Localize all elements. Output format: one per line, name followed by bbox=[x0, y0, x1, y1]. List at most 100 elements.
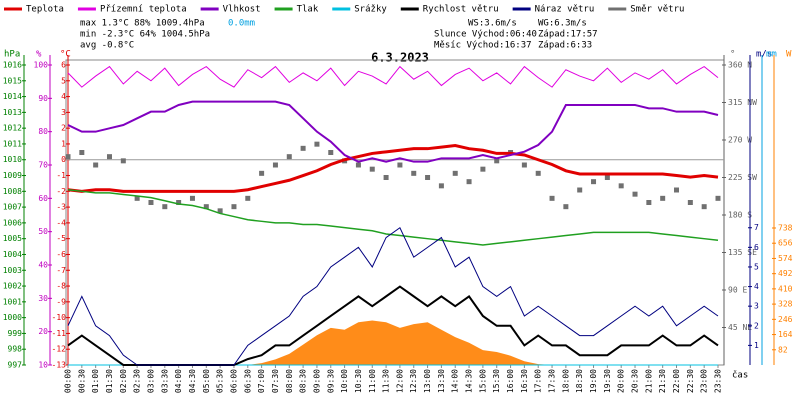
tick-label: 1002 bbox=[3, 282, 22, 291]
tick-label: 4 bbox=[61, 92, 66, 101]
tick-label: 180 S bbox=[728, 211, 752, 220]
axis-label: °C bbox=[60, 50, 71, 60]
x-tick-label: 21:00 bbox=[644, 369, 653, 393]
direction-mark bbox=[604, 175, 610, 180]
x-tick-label: 18:30 bbox=[575, 369, 584, 393]
x-tick-label: 17:00 bbox=[534, 369, 543, 393]
tick-label: -13 bbox=[52, 361, 67, 370]
x-tick-label: 16:00 bbox=[506, 369, 515, 393]
stat: 0.0mm bbox=[228, 19, 255, 29]
x-tick-label: 02:00 bbox=[119, 369, 128, 393]
series-line bbox=[67, 226, 719, 366]
stat: WS:3.6m/s bbox=[468, 19, 517, 29]
stat: min -2.3°C 64% 1004.5hPa bbox=[80, 30, 210, 40]
tick-label: 410 bbox=[778, 284, 793, 293]
x-tick-label: 03:00 bbox=[146, 369, 155, 393]
direction-mark bbox=[549, 195, 555, 201]
x-tick-label: 09:30 bbox=[326, 369, 335, 393]
direction-mark bbox=[646, 200, 652, 205]
x-tick-label: 23:00 bbox=[700, 369, 709, 393]
direction-mark bbox=[176, 200, 182, 205]
series-line bbox=[67, 188, 719, 246]
chart-title: 6.3.2023 bbox=[371, 51, 429, 65]
tick-label: 656 bbox=[778, 239, 793, 248]
legend-label: Srážky bbox=[354, 5, 387, 15]
x-tick-label: 13:30 bbox=[437, 369, 446, 393]
direction-mark bbox=[369, 166, 375, 172]
tick-label: -5 bbox=[56, 234, 66, 243]
direction-mark bbox=[162, 204, 168, 210]
tick-label: 1016 bbox=[3, 61, 22, 70]
x-tick-label: 11:30 bbox=[382, 369, 391, 393]
legend-label: Náraz větru bbox=[535, 5, 595, 15]
tick-label: 50 bbox=[38, 227, 48, 236]
x-tick-label: 22:30 bbox=[686, 369, 695, 393]
tick-label: 6 bbox=[61, 61, 66, 70]
x-tick-label: 16:30 bbox=[520, 369, 529, 393]
tick-label: 164 bbox=[778, 330, 793, 339]
stat: Slunce Východ:06:40 bbox=[434, 30, 537, 40]
x-tick-label: 09:00 bbox=[312, 369, 321, 393]
direction-mark bbox=[189, 195, 195, 201]
axis-label: ° bbox=[730, 50, 735, 60]
direction-mark bbox=[106, 154, 112, 160]
series-line bbox=[67, 65, 719, 88]
direction-mark bbox=[466, 179, 472, 185]
direction-mark bbox=[272, 162, 278, 168]
direction-mark bbox=[577, 187, 583, 193]
direction-mark bbox=[660, 195, 666, 201]
tick-label: 1014 bbox=[3, 92, 22, 101]
tick-label: 45 NE bbox=[728, 323, 752, 332]
x-tick-label: 06:30 bbox=[243, 369, 252, 393]
tick-label: 70 bbox=[38, 161, 48, 170]
legend-label: Tlak bbox=[297, 5, 319, 15]
direction-mark bbox=[438, 183, 444, 189]
tick-label: -4 bbox=[56, 218, 66, 227]
tick-label: 90 bbox=[38, 94, 48, 103]
x-tick-label: 15:30 bbox=[492, 369, 501, 393]
direction-mark bbox=[314, 141, 320, 147]
x-tick-label: 15:00 bbox=[478, 369, 487, 393]
x-tick-label: 13:00 bbox=[423, 369, 432, 393]
direction-mark bbox=[715, 195, 721, 201]
tick-label: -8 bbox=[56, 282, 66, 291]
x-tick-label: 14:00 bbox=[451, 369, 460, 393]
axis-label: % bbox=[36, 50, 42, 60]
tick-label: 82 bbox=[778, 345, 788, 354]
tick-label: 1010 bbox=[3, 155, 22, 164]
x-tick-label: 04:00 bbox=[174, 369, 183, 393]
x-tick-label: 07:30 bbox=[271, 369, 280, 393]
tick-label: 1000 bbox=[3, 313, 22, 322]
tick-label: -10 bbox=[52, 313, 67, 322]
tick-label: 1013 bbox=[3, 108, 22, 117]
axis-label: mm bbox=[766, 50, 777, 60]
tick-label: 1003 bbox=[3, 266, 22, 275]
x-tick-label: 17:30 bbox=[548, 369, 557, 393]
x-tick-label: 00:30 bbox=[77, 369, 86, 393]
tick-label: 999 bbox=[8, 329, 23, 338]
tick-label: 1005 bbox=[3, 234, 22, 243]
direction-mark bbox=[425, 175, 431, 180]
tick-label: 1011 bbox=[3, 139, 22, 148]
tick-label: 5 bbox=[61, 76, 66, 85]
tick-label: 20 bbox=[38, 327, 48, 336]
x-tick-label: 06:00 bbox=[229, 369, 238, 393]
tick-label: 574 bbox=[778, 254, 793, 263]
tick-label: -11 bbox=[52, 329, 67, 338]
tick-label: 1008 bbox=[3, 187, 22, 196]
tick-label: 3 bbox=[754, 302, 759, 311]
x-tick-label: 19:30 bbox=[603, 369, 612, 393]
direction-mark bbox=[452, 170, 458, 176]
x-tick-label: 03:30 bbox=[160, 369, 169, 393]
tick-label: 1004 bbox=[3, 250, 22, 259]
stats: max 1.3°C 88% 1009.4hPa 0.0mm min -2.3°C… bbox=[80, 19, 598, 51]
tick-label: 100 bbox=[34, 61, 49, 70]
tick-label: 1 bbox=[61, 139, 66, 148]
tick-label: 0 bbox=[61, 155, 66, 164]
x-tick-label: 12:30 bbox=[409, 369, 418, 393]
tick-label: 2 bbox=[61, 124, 66, 133]
tick-label: 1009 bbox=[3, 171, 22, 180]
tick-label: 360 N bbox=[728, 61, 752, 70]
tick-label: -7 bbox=[56, 266, 66, 275]
tick-label: 90 E bbox=[728, 286, 747, 295]
